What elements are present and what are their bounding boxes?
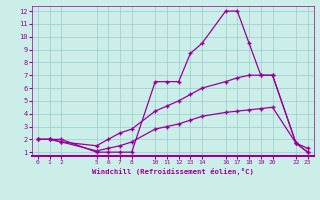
X-axis label: Windchill (Refroidissement éolien,°C): Windchill (Refroidissement éolien,°C) (92, 168, 254, 175)
